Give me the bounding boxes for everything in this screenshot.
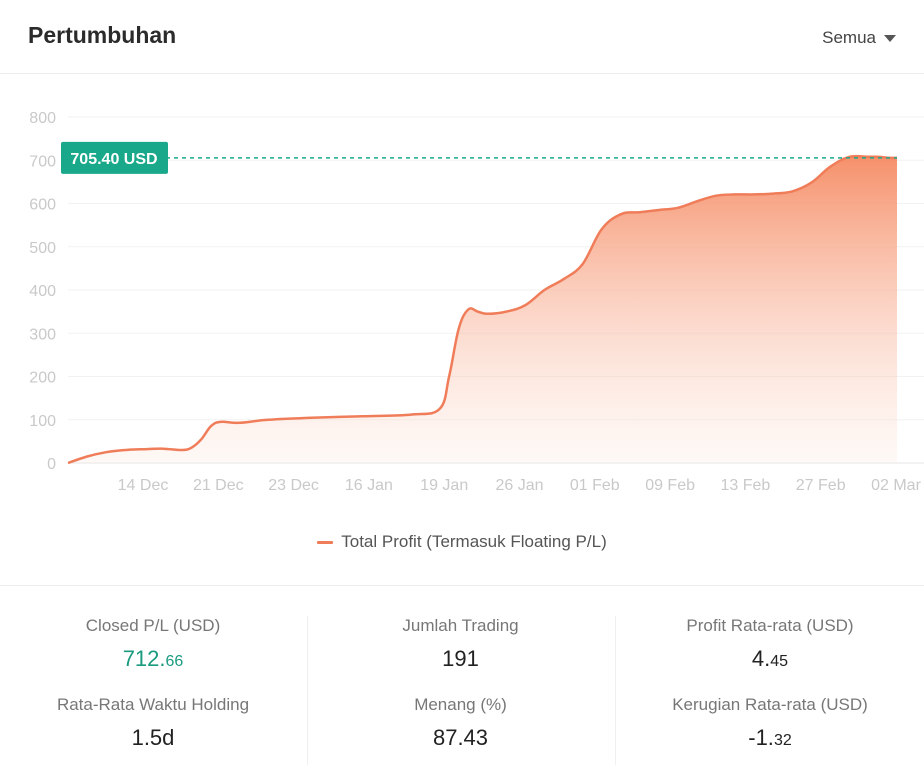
y-tick-label: 600 xyxy=(29,197,56,214)
x-tick-label: 23 Dec xyxy=(268,477,319,494)
stats-column-1: Closed P/L (USD) 712.66 Rata-Rata Waktu … xyxy=(0,616,306,765)
x-tick-label: 13 Feb xyxy=(720,477,770,494)
stat-label: Rata-Rata Waktu Holding xyxy=(56,695,250,714)
stat-label: Closed P/L (USD) xyxy=(85,616,221,635)
x-tick-label: 21 Dec xyxy=(193,477,244,494)
stat-value: 4.45 xyxy=(616,646,924,672)
caret-down-icon xyxy=(884,34,896,42)
y-tick-label: 0 xyxy=(47,456,56,473)
series-line xyxy=(67,154,898,465)
series-area xyxy=(68,156,897,463)
stat-waktu-holding: Rata-Rata Waktu Holding 1.5d xyxy=(0,695,306,751)
chart-svg: 0 100 200 300 400 500 600 700 800 14 Dec 21 Dec 23… xyxy=(29,110,924,494)
x-axis: 14 Dec 21 Dec 23 Dec 16 Jan 19 Jan 26 Jan 01 F… xyxy=(118,477,922,494)
x-tick-label: 02 Mar xyxy=(871,477,921,494)
stats-panel: Closed P/L (USD) 712.66 Rata-Rata Waktu … xyxy=(0,585,924,765)
period-dropdown-label: Semua xyxy=(822,28,876,47)
y-axis: 0 100 200 300 400 500 600 700 800 xyxy=(29,110,56,473)
stat-value-int: 712. xyxy=(122,646,166,671)
stat-value-int: -1. xyxy=(748,725,774,750)
stat-value-dec: 45 xyxy=(770,653,789,670)
page-title: Pertumbuhan xyxy=(28,22,177,48)
stat-value: 712.66 xyxy=(0,646,306,672)
stat-profit-rata: Profit Rata-rata (USD) 4.45 xyxy=(616,616,924,672)
period-dropdown[interactable]: Semua xyxy=(822,28,896,48)
x-tick-label: 01 Feb xyxy=(570,477,620,494)
stat-value: 191 xyxy=(442,646,479,671)
growth-chart: 0 100 200 300 400 500 600 700 800 14 Dec 21 Dec 23… xyxy=(0,74,924,584)
x-tick-label: 09 Feb xyxy=(645,477,695,494)
stat-label: Profit Rata-rata (USD) xyxy=(686,616,854,635)
y-tick-label: 300 xyxy=(29,326,56,343)
stat-label: Jumlah Trading xyxy=(402,616,519,635)
x-tick-label: 26 Jan xyxy=(495,477,543,494)
stats-column-3: Profit Rata-rata (USD) 4.45 Kerugian Rat… xyxy=(615,616,924,765)
legend-label: Total Profit (Termasuk Floating P/L) xyxy=(341,532,607,551)
x-tick-label: 27 Feb xyxy=(796,477,846,494)
stat-label: Kerugian Rata-rata (USD) xyxy=(672,695,868,714)
y-tick-label: 500 xyxy=(29,240,56,257)
chart-legend[interactable]: Total Profit (Termasuk Floating P/L) xyxy=(0,532,924,552)
y-tick-label: 400 xyxy=(29,283,56,300)
x-tick-label: 19 Jan xyxy=(420,477,468,494)
y-tick-label: 200 xyxy=(29,370,56,387)
panel-header: Pertumbuhan Semua xyxy=(0,0,924,74)
x-tick-label: 14 Dec xyxy=(118,477,169,494)
stat-value: -1.32 xyxy=(616,725,924,751)
stat-jumlah-trading: Jumlah Trading 191 xyxy=(308,616,613,672)
stat-value: 87.43 xyxy=(432,725,489,750)
stat-closed-pl: Closed P/L (USD) 712.66 xyxy=(0,616,306,672)
annotation-label: 705.40 USD xyxy=(70,151,157,168)
y-tick-label: 800 xyxy=(29,110,56,127)
stat-menang: Menang (%) 87.43 xyxy=(308,695,613,751)
annotation-badge xyxy=(61,141,168,174)
y-tick-label: 100 xyxy=(29,413,56,430)
legend-swatch xyxy=(317,540,334,544)
stat-value-int: 4. xyxy=(751,646,771,671)
y-tick-label: 700 xyxy=(29,153,56,170)
stat-value-dec: 66 xyxy=(165,653,184,670)
stat-label: Menang (%) xyxy=(414,695,507,714)
stat-value: 1.5d xyxy=(131,725,175,750)
stat-kerugian-rata: Kerugian Rata-rata (USD) -1.32 xyxy=(616,695,924,751)
x-tick-label: 16 Jan xyxy=(345,477,393,494)
stat-value-dec: 32 xyxy=(773,732,792,749)
stats-column-2: Jumlah Trading 191 Menang (%) 87.43 xyxy=(307,616,613,765)
